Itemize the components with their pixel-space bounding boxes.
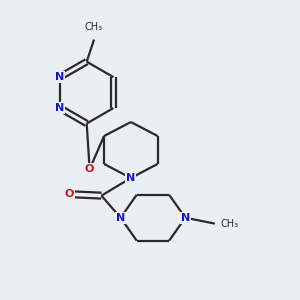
Text: CH₃: CH₃ (85, 22, 103, 32)
Text: N: N (181, 213, 190, 223)
Text: N: N (55, 103, 64, 113)
Text: N: N (55, 72, 64, 82)
Text: CH₃: CH₃ (221, 219, 239, 229)
Text: N: N (116, 213, 125, 223)
Text: O: O (85, 164, 94, 174)
Text: O: O (64, 189, 74, 199)
Text: N: N (126, 173, 136, 183)
